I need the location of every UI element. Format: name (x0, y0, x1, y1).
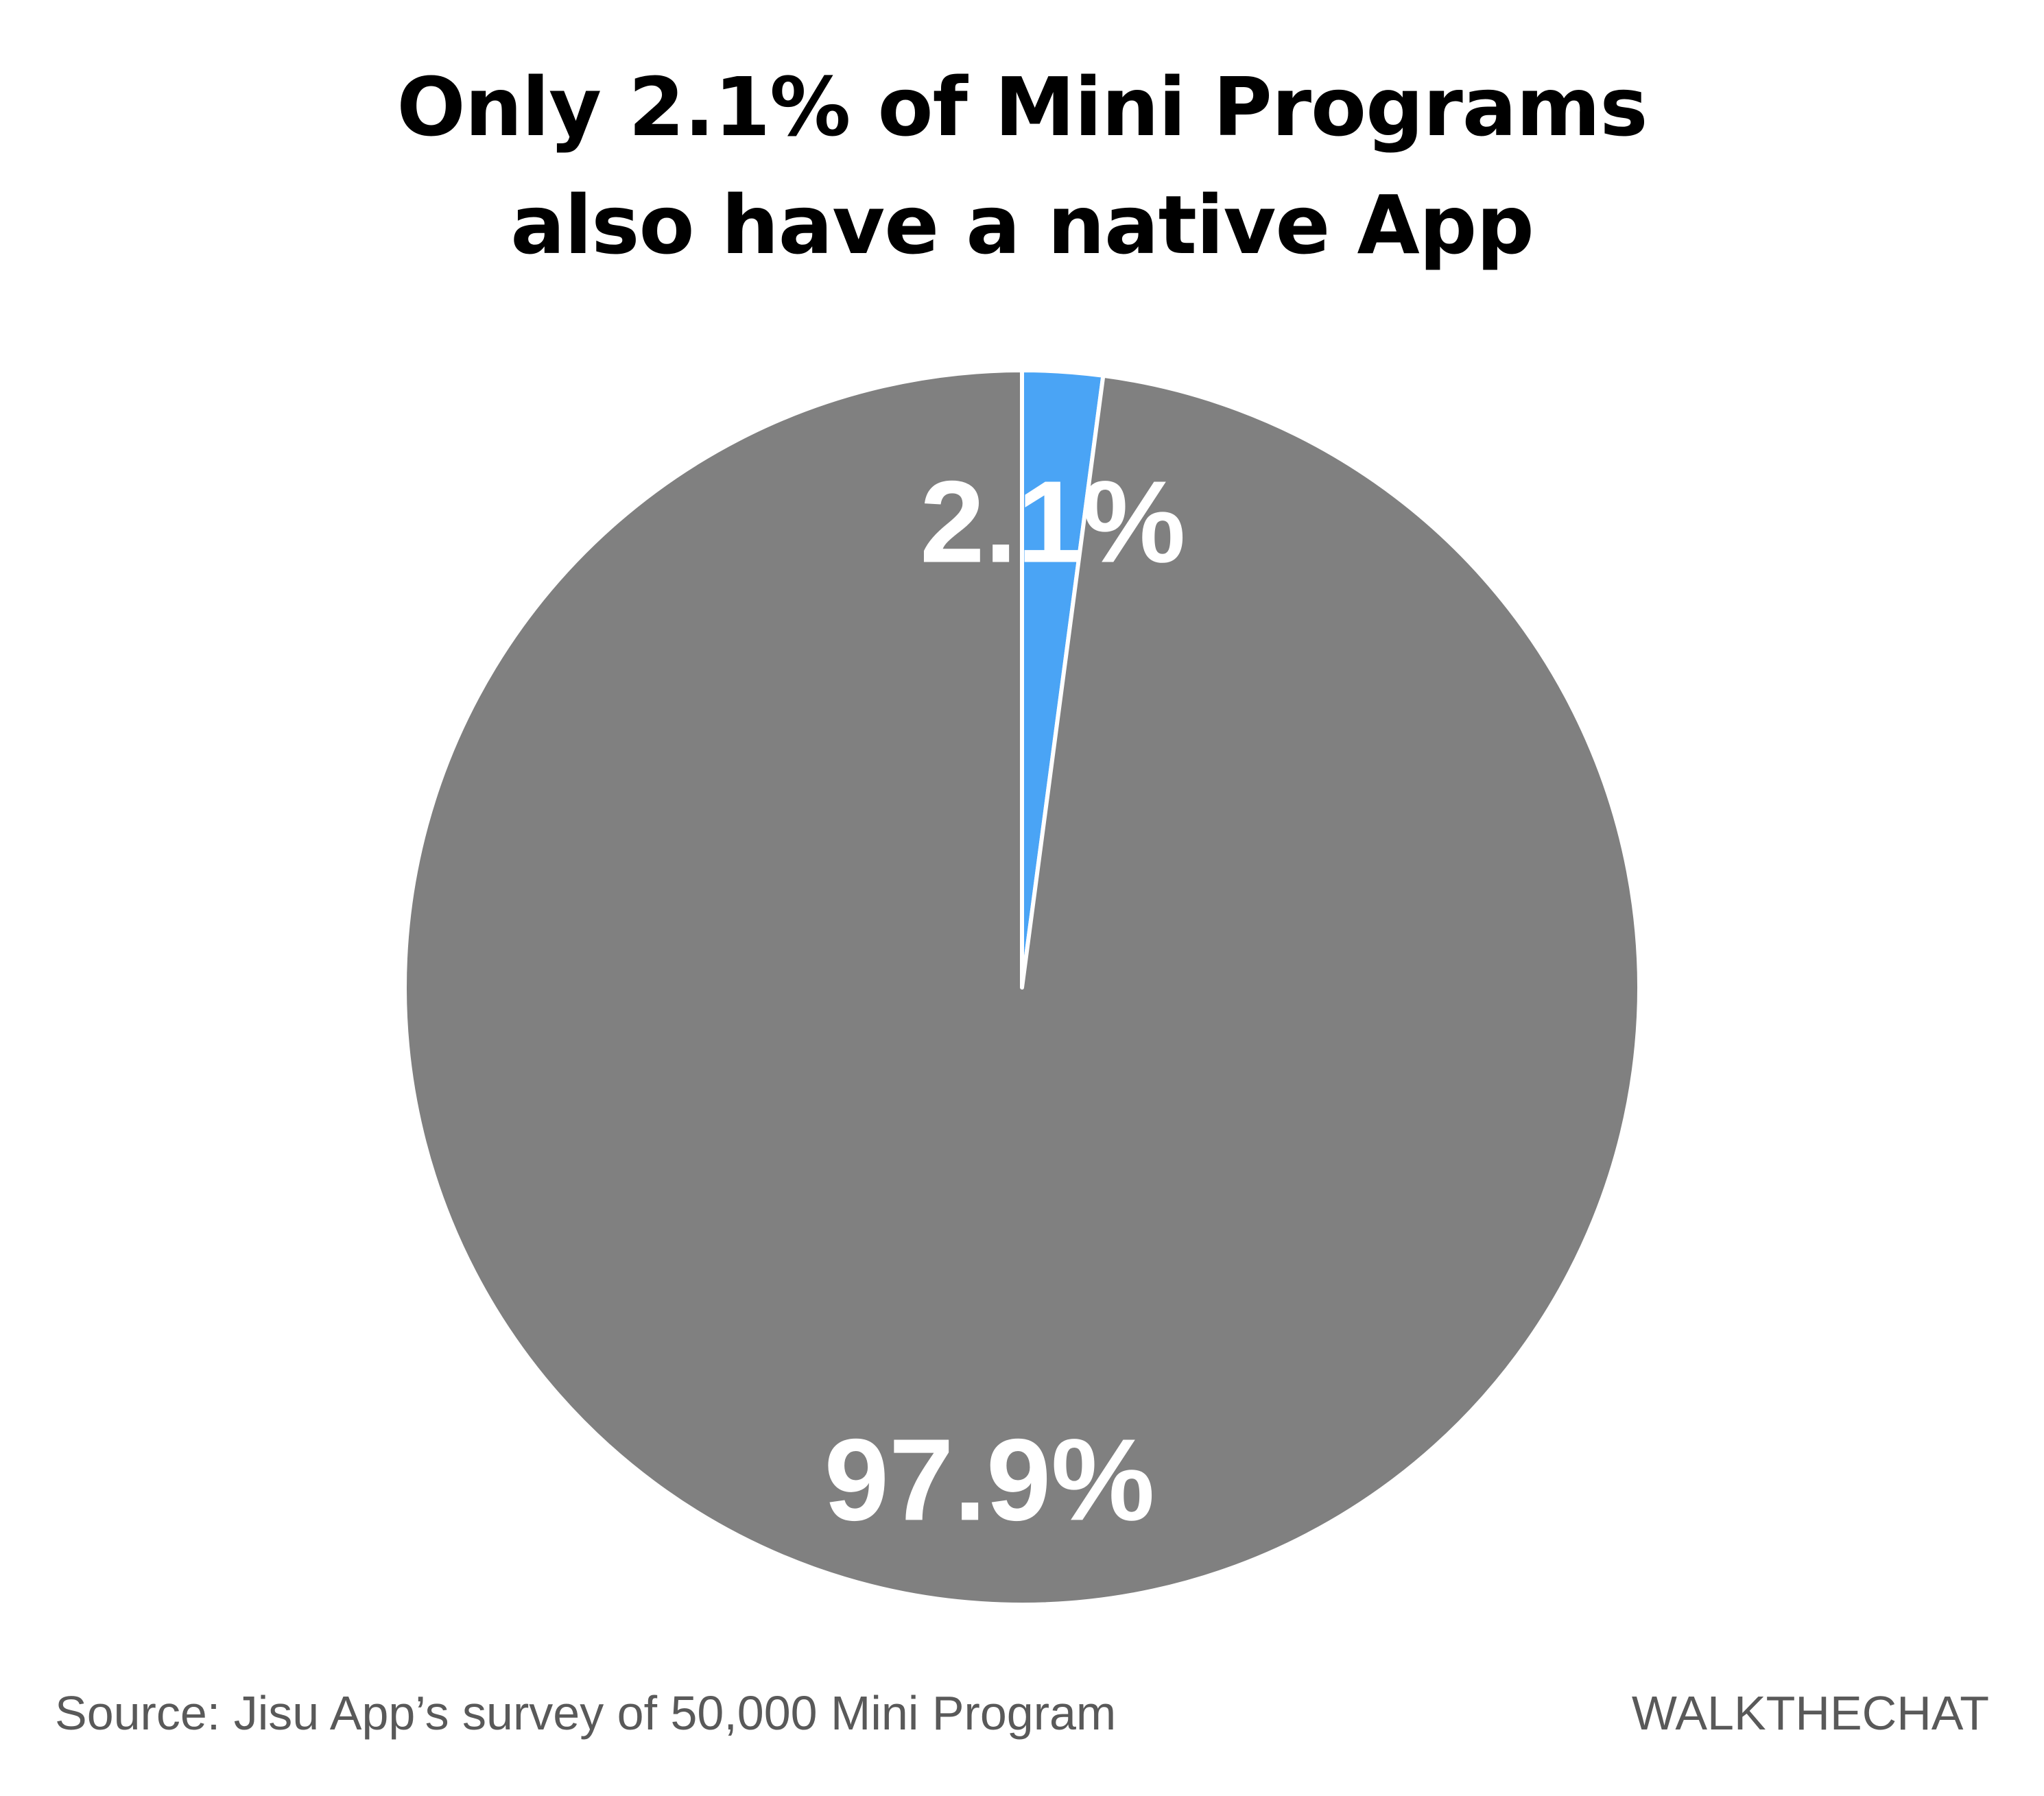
chart-title-line-1: Only 2.1% of Mini Programs (396, 60, 1648, 154)
chart-title-line-2: also have a native App (510, 178, 1534, 272)
pie-slice-label-1: 2.1% (920, 457, 1185, 587)
chart-title: Only 2.1% of Mini Programs also have a n… (0, 48, 2044, 284)
brand-logo-text: WALKTHECHAT (1631, 1686, 1989, 1740)
source-note: Source: Jisu App’s survey of 50,000 Mini… (55, 1686, 1117, 1740)
pie-slice-2 (403, 368, 1641, 1607)
pie-slice-label-2: 97.9% (824, 1415, 1155, 1545)
